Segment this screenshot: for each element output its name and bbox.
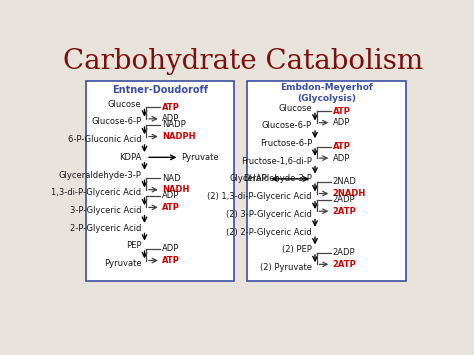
Text: Fructose-1,6-di-P: Fructose-1,6-di-P — [241, 157, 312, 166]
Bar — [86, 81, 234, 281]
Text: 2-P-Glyceric Acid: 2-P-Glyceric Acid — [70, 224, 141, 233]
Text: ADP: ADP — [162, 114, 180, 123]
Text: Carbohydrate Catabolism: Carbohydrate Catabolism — [63, 48, 423, 75]
Text: ADP: ADP — [333, 118, 350, 127]
Text: 6-P-Gluconic Acid: 6-P-Gluconic Acid — [68, 135, 141, 144]
Text: NAD: NAD — [162, 174, 181, 182]
Text: ATP: ATP — [333, 106, 351, 116]
Text: 2ATP: 2ATP — [333, 260, 356, 269]
Text: Glyceraldehyde-3-P: Glyceraldehyde-3-P — [58, 170, 141, 180]
Text: Glucose-6-P: Glucose-6-P — [262, 121, 312, 130]
Text: (2) 2-P-Glyceric Acid: (2) 2-P-Glyceric Acid — [226, 228, 312, 236]
Text: (2) 1,3-di-P-Glyceric Acid: (2) 1,3-di-P-Glyceric Acid — [208, 192, 312, 201]
Text: 1,3-di-P-Glyceric Acid: 1,3-di-P-Glyceric Acid — [51, 188, 141, 197]
Text: Glyceraldehyde-3-P: Glyceraldehyde-3-P — [229, 174, 312, 184]
Text: 2NAD: 2NAD — [333, 178, 357, 186]
Text: 2ATP: 2ATP — [333, 207, 356, 216]
Text: KDPA: KDPA — [119, 153, 141, 162]
Text: 2ADP: 2ADP — [333, 248, 356, 257]
Text: NADH: NADH — [162, 185, 190, 194]
Text: NADPH: NADPH — [162, 132, 196, 141]
Text: Pyruvate: Pyruvate — [181, 153, 219, 162]
Text: Glucose: Glucose — [278, 104, 312, 113]
Text: ATP: ATP — [162, 256, 180, 265]
Text: ADP: ADP — [162, 245, 180, 253]
Text: Glucose: Glucose — [108, 100, 141, 109]
Text: DHAP: DHAP — [243, 174, 267, 184]
Text: (2) Pyruvate: (2) Pyruvate — [260, 263, 312, 272]
Text: 2ADP: 2ADP — [333, 195, 356, 204]
Text: ADP: ADP — [333, 154, 350, 163]
Text: (2) PEP: (2) PEP — [282, 245, 312, 254]
Text: NADP: NADP — [162, 120, 186, 130]
Text: 3-P-Glyceric Acid: 3-P-Glyceric Acid — [70, 206, 141, 215]
Text: ATP: ATP — [162, 103, 180, 112]
Text: 2NADH: 2NADH — [333, 189, 366, 198]
Text: PEP: PEP — [126, 241, 141, 250]
Text: Glucose-6-P: Glucose-6-P — [91, 118, 141, 126]
Text: ADP: ADP — [162, 191, 180, 200]
Text: Fructose-6-P: Fructose-6-P — [260, 139, 312, 148]
Text: Embdon-Meyerhof
(Glycolysis): Embdon-Meyerhof (Glycolysis) — [280, 83, 373, 103]
Text: Entner-Doudoroff: Entner-Doudoroff — [112, 85, 208, 95]
Text: ATP: ATP — [162, 203, 180, 212]
Text: Pyruvate: Pyruvate — [104, 259, 141, 268]
Bar — [247, 81, 406, 281]
Text: (2) 3-P-Glyceric Acid: (2) 3-P-Glyceric Acid — [226, 210, 312, 219]
Text: ATP: ATP — [333, 142, 351, 151]
